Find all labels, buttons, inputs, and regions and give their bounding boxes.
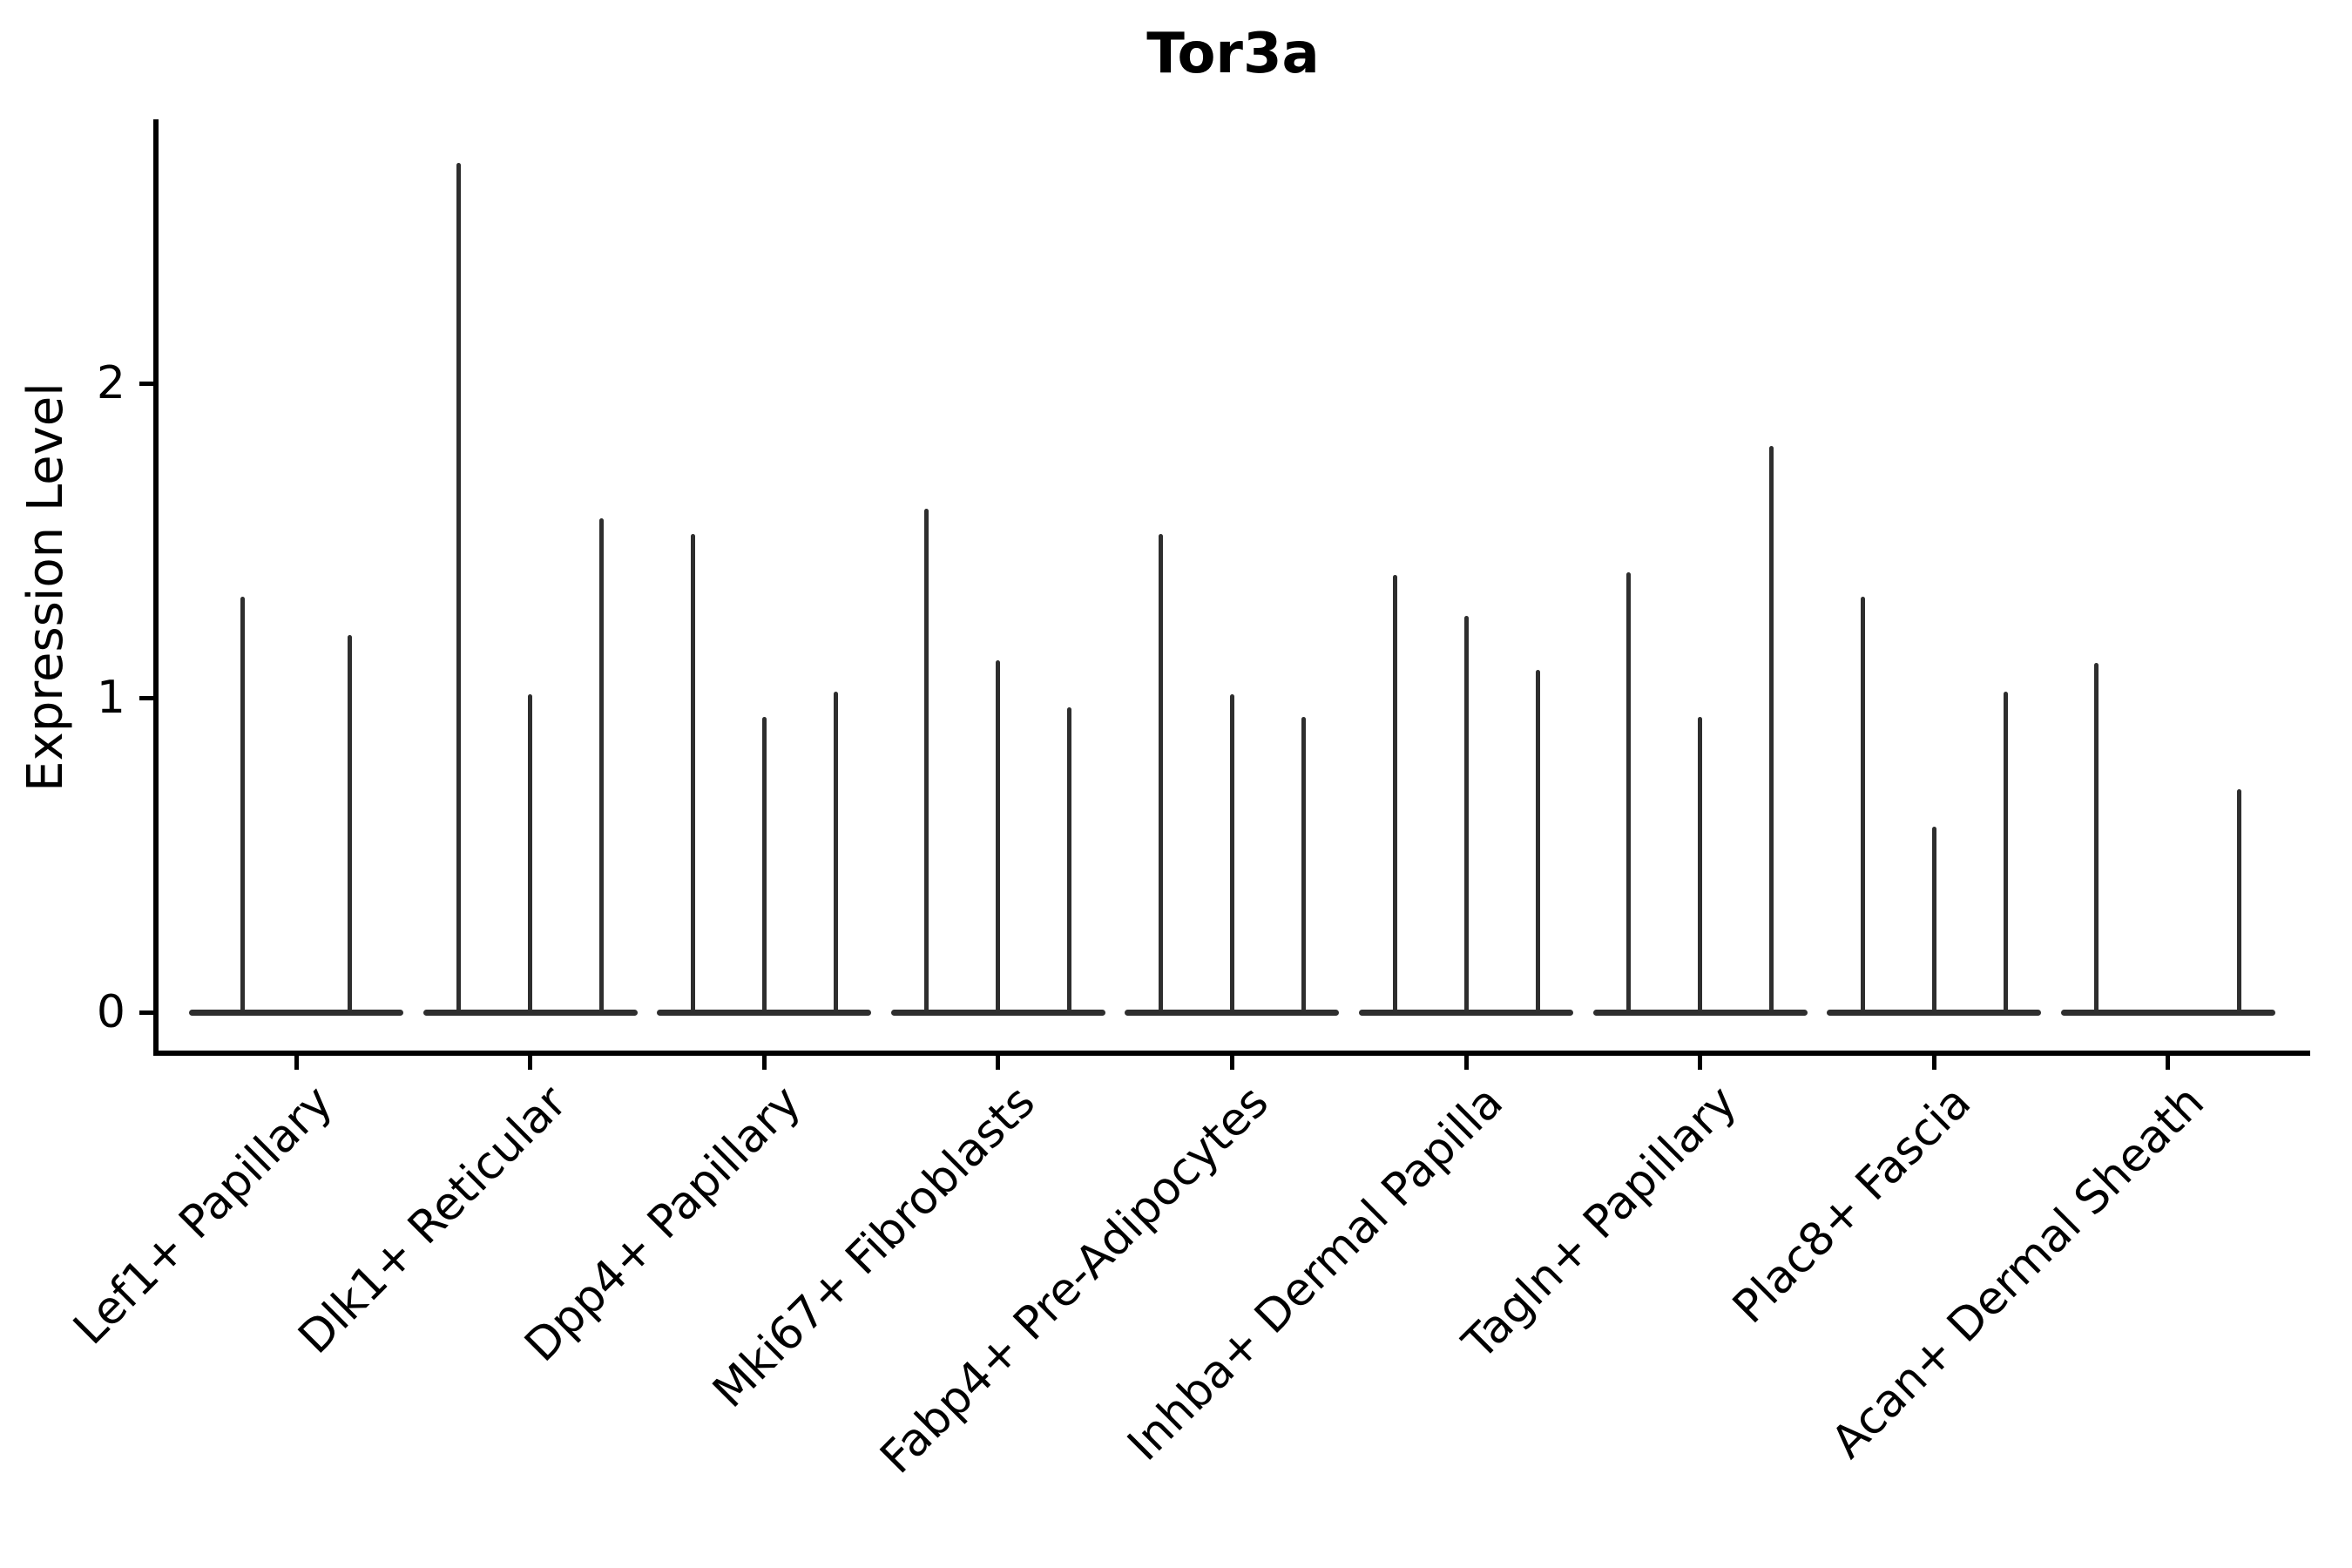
- violin-spike: [762, 717, 767, 1015]
- x-tick-label: Lef1+ Papillary: [64, 1076, 343, 1355]
- violin-spike: [240, 597, 245, 1015]
- x-tick-label: Inhba+ Dermal Papilla: [1118, 1076, 1513, 1471]
- violin-spike: [834, 692, 838, 1015]
- violin-spike: [1626, 572, 1631, 1015]
- x-tick: [1698, 1056, 1702, 1070]
- x-tick-label: Fabp4+ Pre-Adipocytes: [870, 1076, 1280, 1484]
- chart-title: Tor3a: [1146, 22, 1320, 86]
- violin-spike: [1159, 534, 1163, 1015]
- violin-spike: [996, 660, 1000, 1015]
- y-tick: [139, 381, 153, 386]
- violin-spike: [599, 518, 604, 1015]
- x-tick: [1230, 1056, 1234, 1070]
- violin-spike: [1536, 670, 1540, 1015]
- violin-spike: [1932, 827, 1936, 1015]
- y-tick-label: 1: [96, 672, 125, 724]
- y-axis-spine: [153, 119, 159, 1056]
- violin-spike: [528, 694, 532, 1015]
- violin-spike: [1393, 575, 1397, 1015]
- x-tick: [528, 1056, 532, 1070]
- x-tick: [1464, 1056, 1469, 1070]
- violin-spike: [924, 509, 929, 1015]
- x-axis-spine: [153, 1051, 2310, 1056]
- violin-spike: [1464, 616, 1469, 1015]
- y-axis-label: Expression Level: [17, 382, 74, 792]
- x-tick: [762, 1056, 767, 1070]
- violin-spike: [1301, 717, 1306, 1015]
- x-tick: [996, 1056, 1000, 1070]
- violin-spike: [2094, 663, 2099, 1015]
- violin-baseline: [2060, 1009, 2275, 1016]
- violin-spike: [1861, 597, 1865, 1015]
- violin-spike: [456, 163, 461, 1015]
- violin-baseline: [189, 1009, 403, 1016]
- y-tick: [139, 695, 153, 700]
- violin-spike: [691, 534, 695, 1015]
- violin-spike: [2004, 692, 2008, 1015]
- violin-spike: [1067, 707, 1071, 1015]
- x-tick-label: Plac8+ Fascia: [1722, 1076, 1981, 1335]
- x-tick: [1932, 1056, 1936, 1070]
- x-tick: [294, 1056, 299, 1070]
- y-tick-label: 2: [96, 357, 125, 409]
- violin-spike: [1769, 446, 1774, 1015]
- y-tick-label: 0: [96, 986, 125, 1038]
- x-tick: [2166, 1056, 2170, 1070]
- violin-spike: [1698, 717, 1702, 1015]
- y-tick: [139, 1010, 153, 1015]
- violin-spike: [348, 635, 352, 1015]
- violin-spike: [1230, 694, 1234, 1015]
- violin-spike: [2237, 789, 2241, 1015]
